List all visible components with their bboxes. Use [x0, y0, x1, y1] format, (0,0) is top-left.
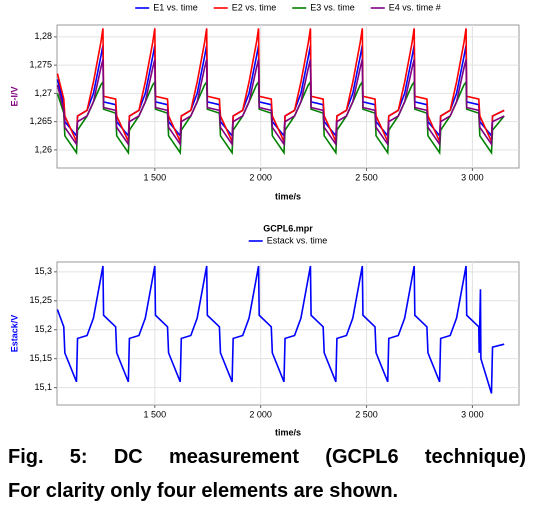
legend-label: E3 vs. time — [310, 2, 355, 12]
charts: E1 vs. time E2 vs. time E3 vs. time E4 vs. … — [9, 2, 520, 437]
legend: Estack vs. time — [248, 235, 328, 245]
data-line — [56, 265, 505, 394]
legend-label: E1 vs. time — [153, 2, 198, 12]
x-tick-label: 3 000 — [461, 172, 484, 182]
plot-area — [56, 261, 520, 406]
x-tick-label: 1 500 — [144, 172, 167, 182]
caption-line: Fig. 5: DC measurement (GCPL6 technique) — [8, 446, 526, 468]
x-tick-label: 2 000 — [249, 172, 272, 182]
y-axis-label: E-I/V — [9, 86, 19, 106]
y-tick-label: 15,15 — [29, 353, 52, 363]
chart-title: GCPL6.mpr — [263, 223, 313, 233]
y-tick-label: 1,275 — [29, 60, 52, 70]
data-line — [56, 28, 505, 142]
data-line — [56, 59, 505, 147]
x-tick-label: 3 000 — [461, 409, 484, 419]
y-tick-label: 15,2 — [34, 324, 52, 334]
y-tick-label: 15,1 — [34, 382, 52, 392]
x-tick-label: 2 000 — [249, 409, 272, 419]
y-axis-label: Estack/V — [9, 315, 19, 353]
legend: E1 vs. time E2 vs. time E3 vs. time E4 vs. … — [135, 2, 441, 12]
caption-line: For clarity only four elements are shown… — [8, 480, 399, 502]
x-axis-label: time/s — [275, 191, 301, 201]
y-tick-label: 15,3 — [34, 266, 52, 276]
x-tick-label: 2 500 — [355, 409, 378, 419]
y-tick-label: 1,28 — [34, 31, 52, 41]
y-tick-label: 15,25 — [29, 295, 52, 305]
legend-label: E4 vs. time # — [389, 2, 441, 12]
plot-area — [56, 24, 520, 169]
y-tick-label: 1,265 — [29, 116, 52, 126]
y-tick-label: 1,27 — [34, 88, 52, 98]
data-line — [56, 79, 505, 156]
legend-label: E2 vs. time — [232, 2, 277, 12]
x-axis-label: time/s — [275, 427, 301, 437]
data-line — [56, 45, 505, 138]
y-tick-label: 1,26 — [34, 144, 52, 154]
x-tick-label: 1 500 — [144, 409, 167, 419]
legend-label: Estack vs. time — [267, 235, 328, 245]
x-tick-label: 2 500 — [355, 172, 378, 182]
